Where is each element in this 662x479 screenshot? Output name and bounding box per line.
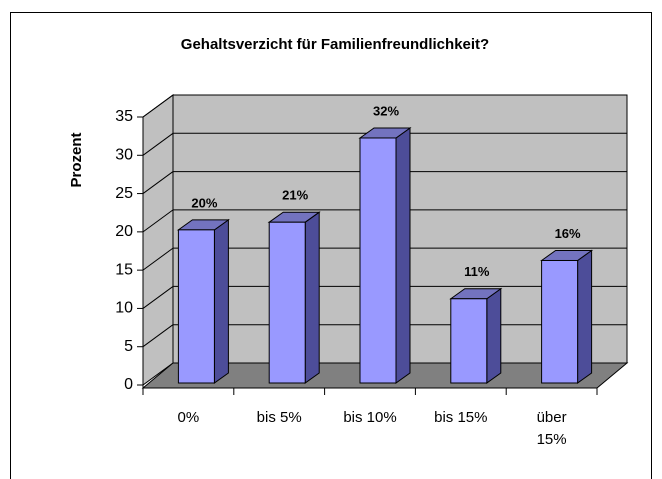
y-tick-label: 5 [124, 338, 133, 355]
bar-side [214, 220, 228, 383]
y-tick-label: 35 [115, 108, 133, 125]
data-label: 32% [373, 103, 399, 118]
y-tick-label: 20 [115, 223, 133, 240]
bar-side [305, 212, 319, 383]
data-label: 16% [555, 226, 581, 241]
data-label: 21% [282, 188, 308, 203]
x-tick-label: 0% [158, 407, 218, 429]
y-tick-label: 30 [115, 147, 133, 164]
side-wall [143, 95, 173, 385]
y-tick-label: 25 [115, 185, 133, 202]
x-tick-label: bis 15% [431, 407, 491, 429]
chart-title: Gehaltsverzicht für Familienfreundlichke… [181, 36, 489, 53]
x-tick-label: bis 5% [249, 407, 309, 429]
y-tick-label: 15 [115, 261, 133, 278]
bar [178, 230, 214, 383]
x-tick-label: bis 10% [340, 407, 400, 429]
x-tick-label: über 15% [522, 407, 582, 451]
bar [451, 299, 487, 383]
y-tick-label: 0 [124, 376, 133, 393]
bar-side [578, 250, 592, 383]
bar-side [396, 128, 410, 383]
y-axis-label: Prozent [68, 132, 85, 187]
data-label: 11% [464, 264, 490, 279]
bar [542, 260, 578, 383]
bar [269, 222, 305, 383]
bar [360, 138, 396, 383]
data-label: 20% [191, 195, 217, 210]
y-tick-label: 10 [115, 300, 133, 317]
page: Gehaltsverzicht für Familienfreundlichke… [0, 0, 662, 479]
bar-side [487, 289, 501, 383]
